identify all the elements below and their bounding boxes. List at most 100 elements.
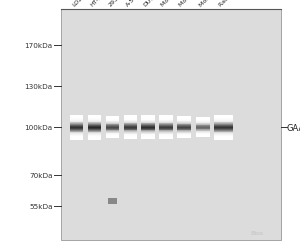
- Text: 130kDa: 130kDa: [24, 83, 52, 89]
- Bar: [177, 136, 190, 137]
- Text: GAA: GAA: [286, 123, 300, 132]
- Bar: [196, 136, 210, 137]
- Bar: [159, 131, 172, 132]
- Bar: [141, 137, 155, 138]
- Bar: [88, 138, 101, 139]
- Bar: [214, 122, 233, 123]
- Bar: [124, 138, 137, 139]
- Bar: [196, 120, 210, 121]
- Bar: [177, 121, 190, 122]
- Bar: [70, 119, 83, 120]
- Bar: [106, 119, 119, 120]
- Bar: [70, 134, 83, 135]
- Bar: [159, 134, 172, 135]
- Bar: [196, 125, 210, 126]
- Bar: [214, 123, 233, 124]
- Bar: [88, 120, 101, 121]
- Bar: [214, 138, 233, 139]
- Bar: [196, 122, 210, 123]
- Bar: [196, 134, 210, 135]
- Bar: [177, 134, 190, 135]
- Bar: [141, 123, 155, 124]
- Bar: [70, 138, 83, 139]
- Bar: [70, 120, 83, 121]
- Bar: [106, 130, 119, 132]
- Bar: [88, 122, 101, 123]
- Bar: [124, 124, 137, 125]
- Bar: [70, 137, 83, 138]
- Bar: [106, 130, 119, 131]
- Bar: [159, 128, 172, 129]
- Text: Mouse thymus: Mouse thymus: [198, 0, 234, 8]
- Bar: [106, 128, 119, 129]
- Bar: [196, 120, 210, 121]
- Bar: [214, 139, 233, 140]
- Bar: [88, 135, 101, 136]
- Bar: [141, 121, 155, 122]
- Bar: [159, 138, 172, 140]
- Bar: [124, 123, 137, 124]
- Bar: [196, 132, 210, 133]
- Bar: [196, 123, 210, 124]
- Bar: [177, 129, 190, 130]
- Bar: [214, 128, 233, 130]
- Bar: [159, 123, 172, 124]
- Bar: [88, 129, 101, 130]
- Bar: [141, 133, 155, 134]
- Bar: [124, 129, 137, 130]
- Bar: [159, 133, 172, 134]
- Bar: [124, 125, 137, 126]
- Bar: [70, 139, 83, 140]
- Text: LO2: LO2: [71, 0, 84, 8]
- Bar: [124, 134, 137, 135]
- Bar: [177, 127, 190, 128]
- Bar: [124, 118, 137, 119]
- Bar: [88, 116, 101, 117]
- Bar: [159, 138, 172, 139]
- Bar: [106, 133, 119, 134]
- Bar: [177, 137, 190, 138]
- Bar: [159, 120, 172, 121]
- Bar: [159, 129, 172, 130]
- Bar: [159, 137, 172, 138]
- Bar: [141, 130, 155, 131]
- Bar: [214, 134, 233, 135]
- Bar: [196, 128, 210, 129]
- Bar: [61, 10, 280, 240]
- Bar: [106, 122, 119, 124]
- Bar: [70, 132, 83, 134]
- Bar: [88, 128, 101, 130]
- Bar: [159, 126, 172, 127]
- Bar: [88, 136, 101, 137]
- Bar: [196, 136, 210, 138]
- Bar: [106, 137, 119, 138]
- Bar: [106, 121, 119, 122]
- Bar: [196, 126, 210, 127]
- Bar: [141, 126, 155, 127]
- Bar: [177, 117, 190, 118]
- Bar: [177, 130, 190, 131]
- Bar: [141, 134, 155, 136]
- Bar: [214, 125, 233, 126]
- Bar: [124, 130, 137, 131]
- Bar: [88, 132, 101, 134]
- Bar: [88, 125, 101, 126]
- Bar: [214, 117, 233, 118]
- Bar: [88, 132, 101, 133]
- Bar: [106, 129, 119, 130]
- Bar: [141, 120, 155, 121]
- Bar: [196, 129, 210, 130]
- Bar: [70, 127, 83, 128]
- Bar: [106, 116, 119, 117]
- Bar: [177, 136, 190, 137]
- Bar: [70, 132, 83, 133]
- Bar: [196, 127, 210, 128]
- Bar: [124, 133, 137, 134]
- Bar: [214, 116, 233, 117]
- Bar: [88, 126, 101, 127]
- Bar: [141, 138, 155, 139]
- Bar: [124, 132, 137, 133]
- Bar: [141, 119, 155, 120]
- Bar: [70, 121, 83, 122]
- Bar: [70, 125, 83, 126]
